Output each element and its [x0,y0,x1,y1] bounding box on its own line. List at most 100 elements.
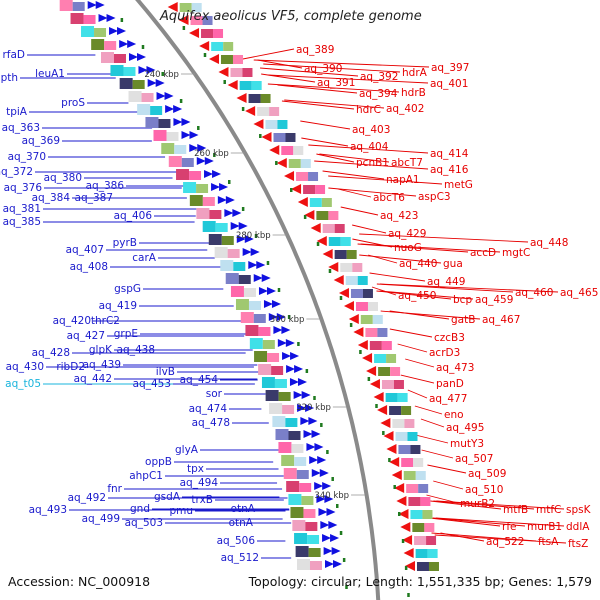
gene-label-left: grpE [114,328,138,340]
tick-mark-outer [407,593,410,597]
gene-block [299,483,312,492]
leader-line-right [308,144,429,154]
gene-block [381,380,394,389]
gene-block [158,119,171,128]
gene-arrow-forward [314,482,324,490]
gene-label-left: aq_386 [86,180,125,192]
gene-arrow-reverse [389,457,400,467]
gene-arrow-forward [319,469,329,477]
gene-arrow-forward [331,547,341,555]
gene-label-left: aq_407 [66,244,104,256]
gene-block [406,484,419,493]
gene-label-right: gua [443,258,463,270]
tick-marks [120,18,410,597]
gene-block [350,289,363,298]
gene-label-left: aq_384 [32,192,71,204]
gene-block [374,354,387,363]
gene-label-left: trxB [191,494,213,506]
gene-label-right: aq_522 [486,536,524,548]
gene-block [378,367,391,376]
gene-arrow-forward [277,339,287,347]
gene-label-right: aq_402 [386,103,424,115]
gene-block [292,520,306,531]
gene-arrow-reverse [245,106,256,116]
gene-label-left: carA [132,252,157,264]
tick-mark-inner [345,585,348,589]
gene-block [275,429,289,440]
gene-block [408,497,421,506]
right-leader-lines [237,48,567,544]
leader-line-right [429,517,501,527]
gene-arrow-reverse [227,80,238,90]
gene-block [413,458,424,467]
tick-mark-inner [141,45,145,49]
gene-arrow-forward [309,456,319,464]
gene-block [269,107,280,116]
gene-block [223,42,234,51]
gene-block [283,468,297,479]
leader-line-right [263,63,401,73]
gene-label-left: ahpC1 [129,470,163,482]
gene-label-right: aq_391 [317,77,355,89]
gene-block [176,169,190,180]
gene-block [305,522,318,531]
gene-block [294,533,308,544]
gene-block [265,120,278,129]
gene-block [345,276,358,285]
gene-block [360,315,373,324]
gene-label-left: ribD2 [56,361,85,373]
tick-mark-outer [259,134,262,138]
gene-label-right: mgtC [502,247,530,259]
gene-block [166,132,179,141]
tick-mark-inner [228,180,231,184]
gene-arrow-forward [173,118,183,126]
gene-block [119,78,133,89]
gene-block [322,224,335,233]
gene-label-left: gnd [130,503,150,515]
gene-block [260,94,271,103]
scale-label: 300 kbp [270,315,305,325]
leader-line-right [340,206,379,216]
gene-block [285,133,296,142]
gene-block [168,156,182,167]
map-title: Aquifex aeolicus VF5, complete genome [160,9,422,24]
gene-block [296,470,309,479]
gene-arrow-forward [301,391,311,399]
gene-arrow-reverse [178,15,189,25]
gene-block [258,327,271,336]
gene-label-left: tpiA [6,106,28,118]
gene-block [213,29,224,38]
gene-label-left: aq_420 [53,315,91,327]
gene-label-right: metG [444,179,473,191]
gene-arrow-reverse [404,561,415,571]
gene-label-left: pth [1,72,18,84]
gene-label-right: abcT6 [373,192,405,204]
tick-mark-outer [241,107,245,111]
gene-label-right: aq_440 [399,258,437,270]
gene-block [390,367,401,376]
gene-block [59,0,73,11]
leader-line-right [301,137,349,147]
gene-block [281,455,295,466]
gene-arrow-forward [271,300,281,308]
gene-block [398,445,411,454]
gene-block [214,247,228,258]
gene-label-left: aq_385 [3,216,41,228]
gene-block [202,197,215,206]
tick-mark-outer [401,539,405,543]
gene-block [412,523,425,532]
gene-label-right: aq_510 [465,484,503,496]
gene-block [367,302,378,311]
gene-arrow-reverse [269,145,280,155]
leader-line-right [376,290,452,300]
gene-arrow-forward [204,170,214,178]
gene-block [220,260,234,271]
gene-arrow-forward [244,235,254,243]
gene-block [240,312,254,323]
leader-line-right [379,290,474,300]
gene-arrow-reverse [189,28,200,38]
gene-label-left: aq_442 [74,373,112,385]
gene-block [202,16,213,25]
gene-arrow-forward [266,287,276,295]
